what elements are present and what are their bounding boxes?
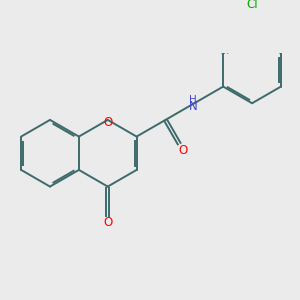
Text: O: O <box>103 216 112 229</box>
Text: H: H <box>189 95 197 105</box>
Text: O: O <box>178 144 188 157</box>
Text: N: N <box>188 100 197 113</box>
Text: Cl: Cl <box>246 0 258 11</box>
Text: O: O <box>103 116 112 129</box>
